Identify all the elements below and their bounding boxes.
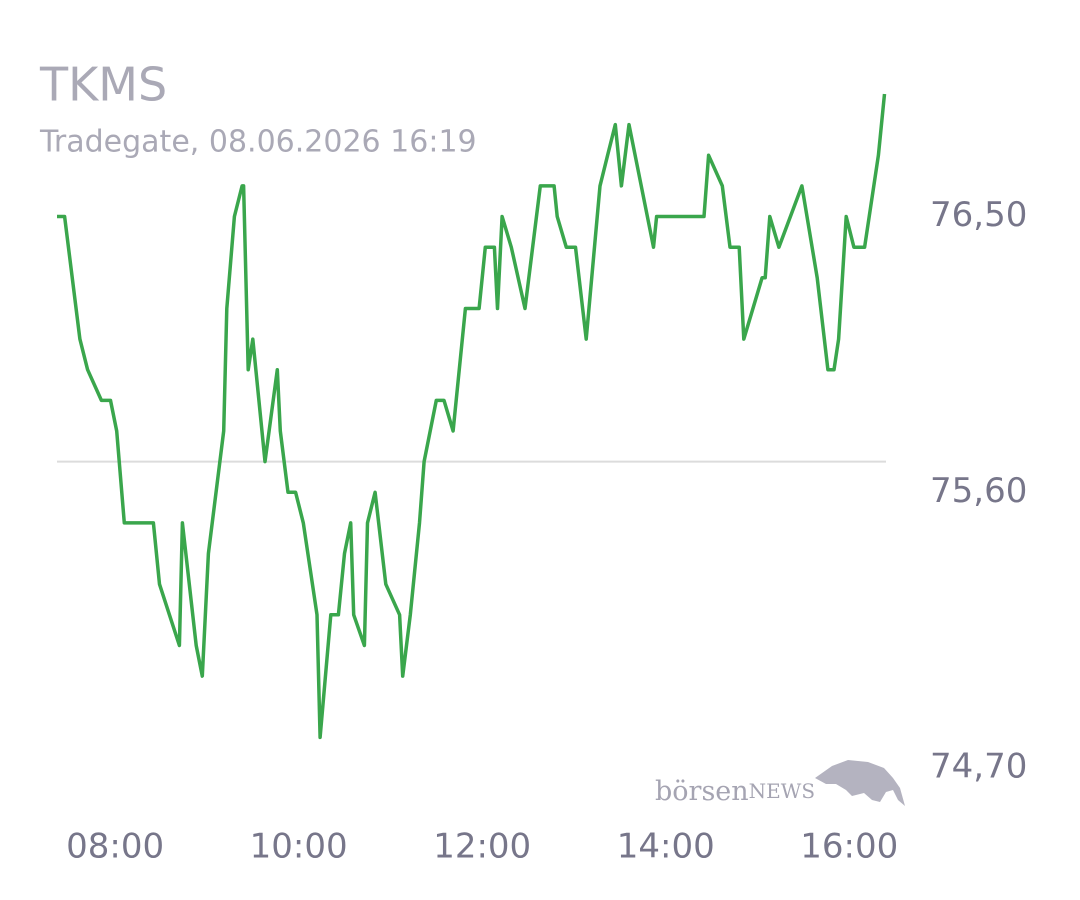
chart-title: TKMS xyxy=(39,58,167,112)
x-tick-label: 16:00 xyxy=(800,827,898,867)
x-tick-label: 10:00 xyxy=(250,827,348,867)
chart-subtitle: Tradegate, 08.06.2026 16:19 xyxy=(39,125,477,160)
logo-text: börsenNEWS xyxy=(655,776,815,807)
logo-bull xyxy=(815,760,905,806)
y-tick-label: 76,50 xyxy=(930,195,1027,235)
logo-brand: börsen xyxy=(655,776,749,807)
x-tick-label: 08:00 xyxy=(66,827,164,867)
x-tick-label: 12:00 xyxy=(433,827,531,867)
price-line xyxy=(57,93,887,740)
y-tick-label: 74,70 xyxy=(930,747,1027,787)
logo-suffix: NEWS xyxy=(749,779,815,803)
y-tick-label: 75,60 xyxy=(930,471,1027,511)
x-tick-label: 14:00 xyxy=(617,827,715,867)
logo: börsenNEWS xyxy=(655,760,905,807)
